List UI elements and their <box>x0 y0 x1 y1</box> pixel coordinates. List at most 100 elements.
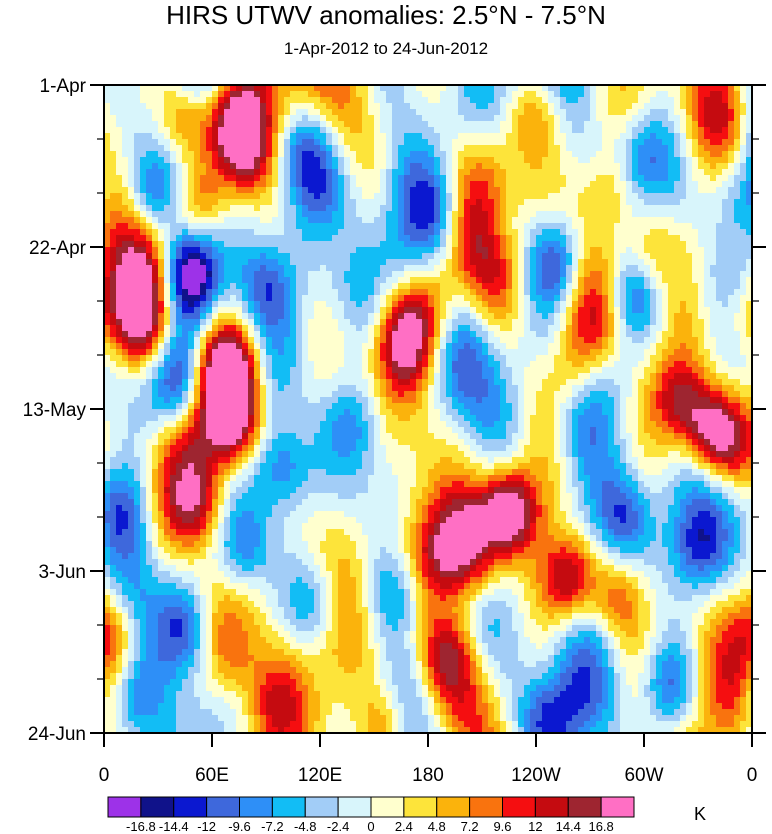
heat-cell <box>608 175 615 182</box>
heat-cell <box>548 97 555 104</box>
heat-cell <box>692 193 699 200</box>
heat-cell <box>674 301 681 308</box>
heat-cell <box>320 283 327 290</box>
heat-cell <box>614 319 621 326</box>
heat-cell <box>122 91 129 98</box>
heat-cell <box>308 277 315 284</box>
heat-cell <box>332 145 339 152</box>
heat-cell <box>284 163 291 170</box>
heat-cell <box>122 277 129 284</box>
heat-cell <box>338 97 345 104</box>
heat-cell <box>290 313 297 320</box>
heat-cell <box>296 169 303 176</box>
heat-cell <box>218 289 225 296</box>
heat-cell <box>434 187 441 194</box>
heat-cell <box>314 229 321 236</box>
heat-cell <box>482 283 489 290</box>
heat-cell <box>572 163 579 170</box>
heat-cell <box>152 271 159 278</box>
heat-cell <box>338 355 345 362</box>
heat-cell <box>176 337 183 344</box>
heat-cell <box>290 193 297 200</box>
heat-cell <box>212 121 219 128</box>
heat-cell <box>464 355 471 362</box>
heat-cell <box>476 103 483 110</box>
heat-cell <box>554 151 561 158</box>
heat-cell <box>584 181 591 188</box>
heat-cell <box>524 217 531 224</box>
heat-cell <box>662 235 669 242</box>
heat-cell <box>452 331 459 338</box>
heat-cell <box>740 139 747 146</box>
heat-cell <box>596 325 603 332</box>
heat-cell <box>392 301 399 308</box>
heat-cell <box>584 355 591 362</box>
heat-cell <box>548 127 555 134</box>
heat-cell <box>272 295 279 302</box>
heat-cell <box>446 139 453 146</box>
heat-cell <box>716 163 723 170</box>
heat-cell <box>446 169 453 176</box>
heat-cell <box>152 151 159 158</box>
heat-cell <box>446 289 453 296</box>
heat-cell <box>614 193 621 200</box>
heat-cell <box>488 253 495 260</box>
heat-cell <box>548 265 555 272</box>
heat-cell <box>662 307 669 314</box>
heat-cell <box>296 259 303 266</box>
heat-cell <box>380 253 387 260</box>
heat-cell <box>308 307 315 314</box>
heat-cell <box>116 259 123 266</box>
heat-cell <box>332 241 339 248</box>
heat-cell <box>614 85 621 92</box>
heat-cell <box>674 103 681 110</box>
heat-cell <box>266 229 273 236</box>
heat-cell <box>416 109 423 116</box>
heat-cell <box>164 325 171 332</box>
heat-cell <box>206 169 213 176</box>
heat-cell <box>650 247 657 254</box>
heat-cell <box>566 169 573 176</box>
heat-cell <box>710 85 717 92</box>
heat-cell <box>254 235 261 242</box>
heat-cell <box>692 211 699 218</box>
heat-cell <box>110 103 117 110</box>
heat-cell <box>608 265 615 272</box>
heat-cell <box>536 271 543 278</box>
heat-cell <box>728 355 735 362</box>
heat-cell <box>296 355 303 362</box>
heat-cell <box>392 85 399 92</box>
heat-cell <box>206 115 213 122</box>
heat-cell <box>338 295 345 302</box>
heat-cell <box>728 337 735 344</box>
heat-cell <box>452 205 459 212</box>
heat-cell <box>692 289 699 296</box>
heat-cell <box>134 199 141 206</box>
heat-cell <box>362 91 369 98</box>
heat-cell <box>692 265 699 272</box>
heat-cell <box>530 133 537 140</box>
heat-cell <box>716 97 723 104</box>
heat-cell <box>122 133 129 140</box>
heat-cell <box>302 175 309 182</box>
heat-cell <box>236 313 243 320</box>
heat-cell <box>110 163 117 170</box>
heat-cell <box>308 103 315 110</box>
heat-cell <box>188 325 195 332</box>
heat-cell <box>614 127 621 134</box>
heat-cell <box>398 343 405 350</box>
heat-cell <box>200 331 207 338</box>
heat-cell <box>602 169 609 176</box>
heat-cell <box>578 205 585 212</box>
heat-cell <box>260 211 267 218</box>
heat-cell <box>716 307 723 314</box>
heat-cell <box>146 337 153 344</box>
heat-cell <box>350 211 357 218</box>
heat-cell <box>182 103 189 110</box>
heat-cell <box>536 175 543 182</box>
heat-cell <box>326 307 333 314</box>
heat-cell <box>170 301 177 308</box>
heat-cell <box>110 259 117 266</box>
heat-cell <box>662 145 669 152</box>
heat-cell <box>686 289 693 296</box>
